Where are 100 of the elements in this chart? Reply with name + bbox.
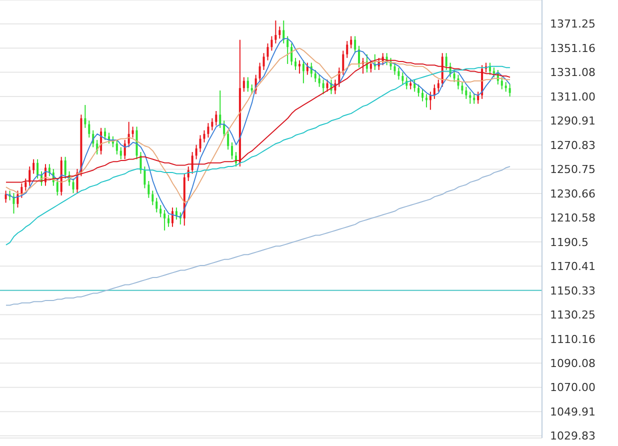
candlestick	[326, 79, 328, 92]
candlestick	[191, 152, 194, 174]
candlestick	[504, 82, 507, 92]
candlestick	[422, 88, 424, 102]
line-series	[5, 166, 511, 306]
candlestick	[358, 45, 360, 68]
y-tick-label: 1311.00	[550, 90, 596, 104]
candlestick	[148, 180, 150, 198]
candlestick	[223, 120, 226, 138]
candlestick	[394, 62, 396, 76]
candlestick	[120, 146, 122, 160]
candlestick	[398, 67, 400, 80]
candlestick	[250, 84, 253, 95]
candlestick	[500, 76, 503, 90]
y-tick-label: 1049.91	[550, 405, 596, 418]
candlestick	[461, 82, 464, 95]
candlestick	[286, 36, 289, 64]
candlestick	[203, 130, 206, 143]
candlestick	[492, 67, 495, 78]
candlestick	[425, 94, 428, 108]
candlestick	[302, 60, 304, 84]
candlestick	[116, 139, 118, 155]
y-tick-label: 1110.16	[550, 332, 596, 346]
candlestick	[104, 127, 106, 140]
candlestick	[219, 90, 222, 128]
candlestick	[290, 42, 293, 66]
candlestick	[294, 57, 297, 70]
candlestick	[187, 166, 190, 182]
candlestick	[445, 52, 448, 70]
candlestick	[465, 86, 468, 100]
candlestick	[453, 69, 456, 83]
candlestick	[124, 139, 126, 160]
candlestick	[418, 84, 420, 98]
candlestick	[370, 60, 372, 73]
candlestick	[64, 156, 66, 180]
candlestick	[227, 130, 230, 150]
y-tick-label: 1070.00	[550, 381, 596, 394]
candlestick	[266, 42, 269, 61]
y-tick-label: 1150.33	[550, 284, 596, 298]
y-tick-label: 1331.08	[550, 66, 596, 80]
candlestick	[437, 79, 440, 92]
candlestick	[152, 190, 154, 206]
y-tick-label: 1371.25	[550, 18, 596, 31]
candlestick	[342, 50, 344, 76]
candlestick	[84, 104, 86, 128]
candlestick	[262, 52, 265, 70]
candlestick	[322, 79, 324, 95]
candlestick	[242, 76, 245, 92]
y-tick-label: 1351.16	[550, 42, 596, 55]
y-tick-label: 1270.83	[550, 138, 596, 152]
candlestick	[207, 122, 210, 138]
candlestick	[144, 166, 146, 189]
candlestick	[195, 144, 198, 160]
candlestick	[32, 158, 35, 174]
candlestick	[164, 209, 166, 231]
candlestick	[350, 36, 352, 49]
candlestick	[20, 182, 23, 198]
candlestick	[433, 84, 436, 100]
candlestick	[72, 178, 74, 194]
candlestick	[199, 134, 202, 153]
candlestick	[346, 40, 348, 58]
candlestick	[473, 94, 476, 104]
candlestick	[402, 72, 404, 85]
line-series	[5, 66, 511, 246]
candlestick	[24, 178, 27, 192]
candlestick	[282, 20, 285, 44]
candlestick	[477, 91, 480, 104]
candlestick	[298, 60, 300, 74]
candlestick	[270, 36, 273, 52]
candlestick	[56, 178, 58, 196]
y-tick-label: 1250.75	[550, 163, 596, 176]
y-tick-label: 1290.91	[550, 114, 596, 128]
candlestick	[258, 62, 261, 83]
candlestick	[175, 207, 178, 220]
candlestick	[48, 164, 50, 177]
candlestick	[215, 110, 218, 126]
y-tick-label: 1090.08	[550, 357, 596, 370]
candlestick	[171, 207, 174, 228]
candlestick	[274, 20, 277, 44]
candlestick	[156, 197, 158, 213]
candlestick	[211, 118, 214, 131]
candlestick	[314, 69, 316, 83]
candlestick	[36, 158, 39, 180]
candlestick	[132, 126, 134, 138]
y-tick-label: 1190.5	[550, 236, 588, 249]
candlestick	[231, 142, 234, 160]
candlestick	[354, 36, 356, 54]
candlestick	[246, 76, 249, 92]
y-tick-label: 1029.83	[550, 430, 596, 443]
candlestick	[28, 166, 31, 186]
candlestick	[168, 214, 170, 228]
y-tick-label: 1210.58	[550, 212, 596, 225]
candlestick	[318, 74, 320, 88]
y-tick-label: 1230.66	[550, 187, 596, 200]
candlestick	[160, 204, 162, 218]
candlestick	[508, 84, 511, 98]
candlestick	[88, 120, 90, 138]
y-tick-label: 1170.41	[550, 260, 596, 274]
y-tick-label: 1130.25	[550, 308, 596, 322]
candlestick	[278, 26, 281, 40]
